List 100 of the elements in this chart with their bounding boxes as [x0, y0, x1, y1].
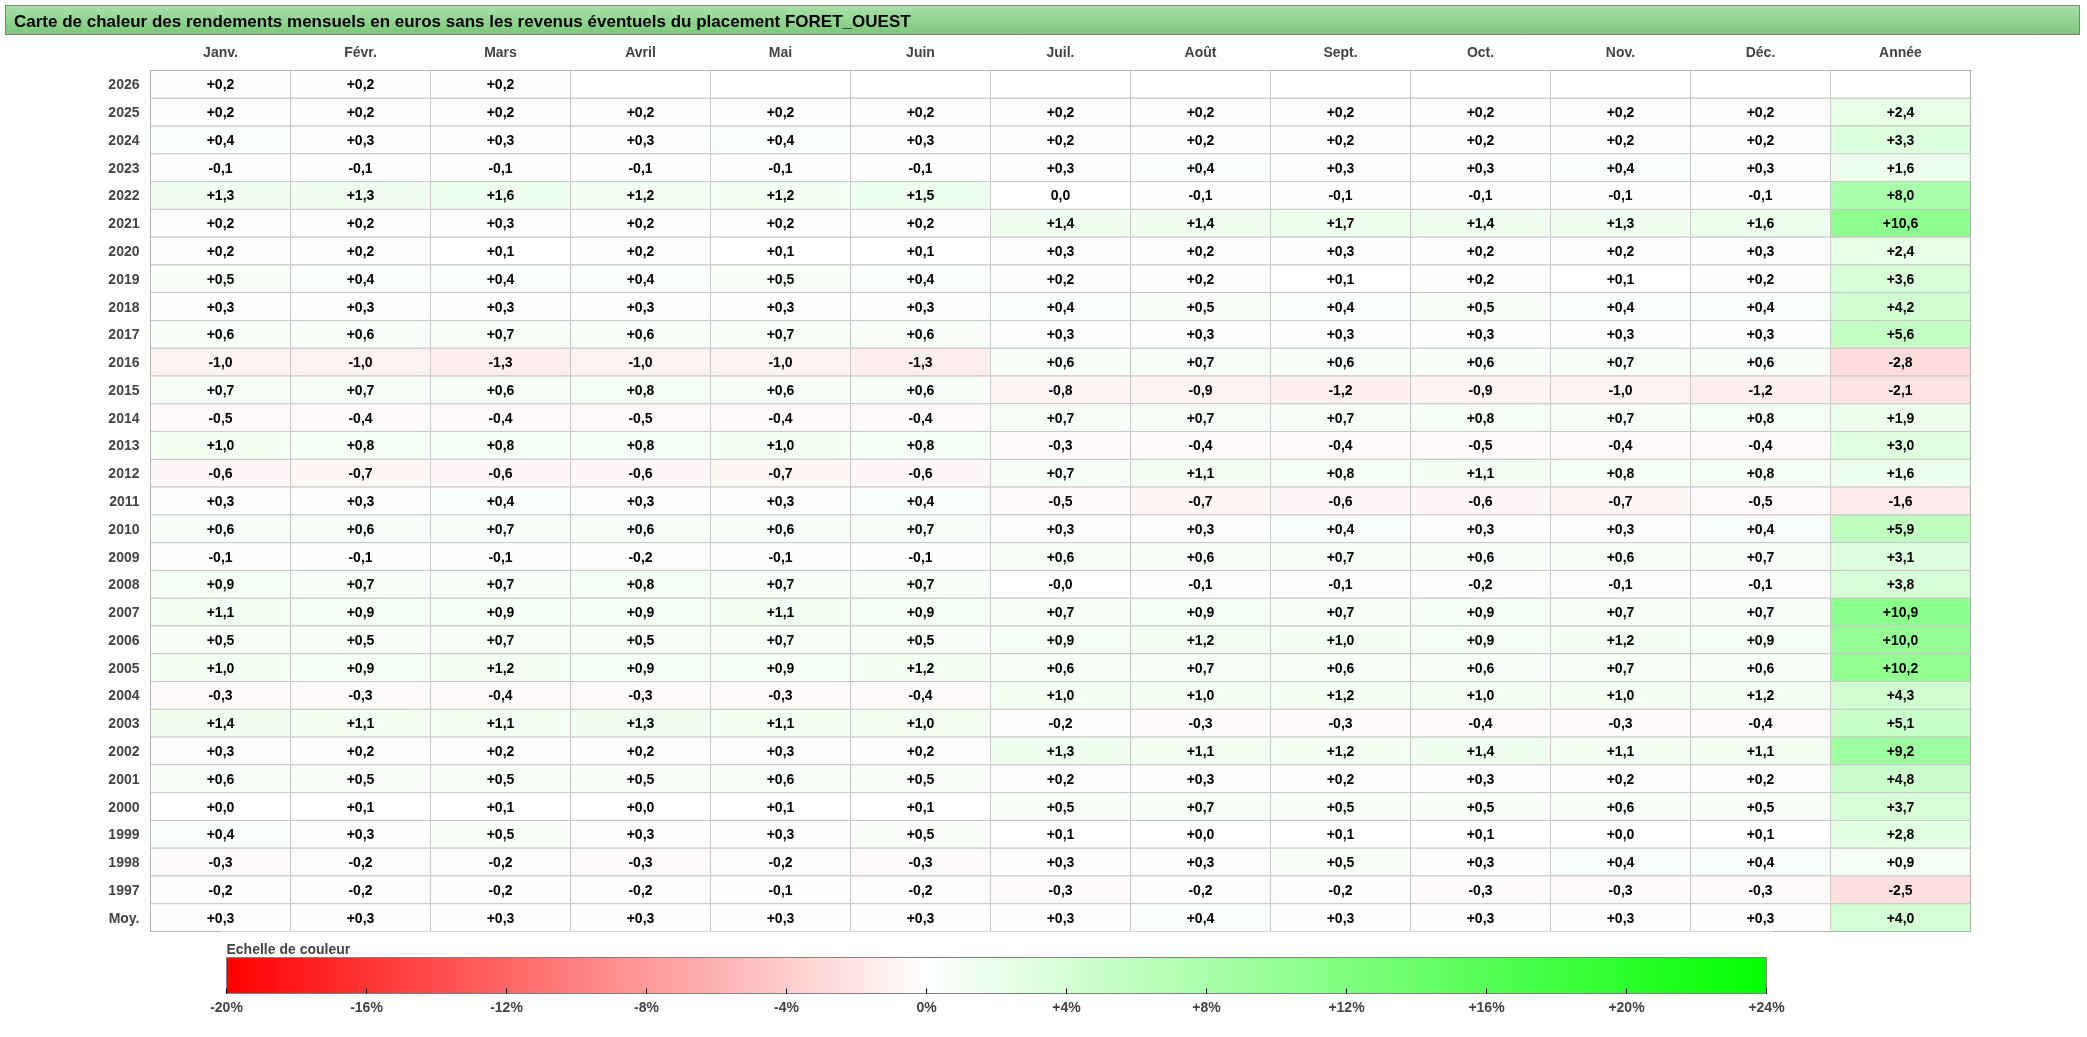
data-label: 0,0: [1050, 187, 1071, 204]
data-label: +0,0: [1186, 826, 1215, 843]
data-label: +0,2: [626, 243, 655, 260]
data-label: +1,1: [486, 715, 515, 732]
data-label: -0,3: [1748, 881, 1773, 898]
data-label: -0,1: [628, 159, 653, 176]
data-label: +0,5: [486, 770, 515, 787]
y-tick-label: 2000: [108, 798, 140, 815]
data-label: +0,2: [346, 215, 375, 232]
data-label: -2,8: [1888, 354, 1913, 371]
data-label: +0,2: [1606, 104, 1635, 121]
data-label: +0,3: [206, 493, 235, 509]
y-tick-label: 2026: [108, 76, 140, 93]
data-label: +3,7: [1886, 798, 1915, 815]
data-label: +0,3: [486, 298, 515, 315]
data-label: +0,2: [1606, 243, 1635, 260]
data-label: +0,2: [486, 104, 515, 121]
data-label: -0,9: [1468, 381, 1493, 398]
data-label: +0,8: [1606, 465, 1635, 482]
data-label: -0,2: [908, 881, 933, 898]
data-label: +0,9: [1746, 631, 1775, 648]
data-label: +0,6: [1466, 354, 1495, 371]
data-label: +0,5: [206, 631, 235, 648]
data-label: +4,0: [1886, 909, 1915, 926]
data-label: -0,1: [348, 548, 373, 565]
data-label: +0,9: [906, 604, 935, 621]
y-tick-label: 2008: [108, 576, 140, 593]
data-label: -0,6: [908, 465, 933, 482]
data-label: +0,4: [1186, 909, 1215, 926]
y-tick-label: 2005: [108, 659, 140, 676]
data-label: +0,3: [1046, 159, 1075, 176]
data-label: +0,9: [1466, 604, 1495, 621]
data-label: -0,2: [348, 854, 373, 871]
data-label: +0,2: [1746, 131, 1775, 148]
y-tick-label: 2014: [108, 409, 140, 426]
data-label: +0,4: [1746, 520, 1775, 537]
data-label: +0,2: [206, 76, 235, 93]
data-label: +0,2: [906, 742, 935, 759]
color-bar-label: +12%: [1328, 998, 1366, 1015]
y-tick-label: 1997: [108, 881, 140, 898]
data-label: +0,1: [906, 243, 935, 260]
data-label: +0,6: [1606, 548, 1635, 565]
data-label: +3,6: [1886, 270, 1915, 287]
data-label: +0,6: [906, 381, 935, 398]
y-tick-label: 2001: [108, 770, 140, 787]
data-label: +1,1: [1746, 742, 1775, 759]
data-label: +0,4: [906, 493, 935, 509]
data-label: -0,7: [1608, 493, 1633, 509]
data-label: -0,3: [1188, 715, 1213, 732]
data-label: +0,5: [1326, 854, 1355, 871]
data-label: +0,1: [1046, 826, 1075, 843]
data-label: +3,3: [1886, 131, 1915, 148]
data-label: +1,2: [1326, 687, 1355, 704]
data-label: +0,2: [766, 215, 795, 232]
data-label: +0,3: [1606, 909, 1635, 926]
data-label: -0,1: [768, 881, 793, 898]
data-label: +0,2: [346, 104, 375, 121]
data-label: +0,2: [1326, 770, 1355, 787]
data-label: -0,7: [1188, 493, 1213, 509]
data-label: +0,4: [486, 270, 515, 287]
data-label: +1,1: [1186, 465, 1215, 482]
data-label: +0,5: [486, 826, 515, 843]
data-label: +0,2: [1466, 131, 1495, 148]
data-label: -0,6: [628, 465, 653, 482]
data-label: +0,3: [1746, 326, 1775, 343]
x-tick-label: Juin: [906, 43, 935, 60]
data-label: +1,6: [1746, 215, 1775, 232]
y-tick-label: 2025: [108, 104, 140, 121]
data-label: +2,4: [1886, 243, 1915, 260]
color-bar-label: -8%: [634, 998, 660, 1015]
data-label: -0,8: [1048, 381, 1073, 398]
data-label: +1,1: [1466, 465, 1495, 482]
data-label: +0,4: [1326, 520, 1355, 537]
data-label: -0,1: [348, 159, 373, 176]
data-label: +1,1: [766, 715, 795, 732]
data-label: +0,7: [206, 381, 235, 398]
data-label: -0,3: [208, 687, 233, 704]
x-tick-label: Juil.: [1046, 43, 1075, 60]
data-label: -0,5: [1748, 493, 1773, 509]
x-tick-label: Févr.: [344, 43, 377, 60]
data-label: +0,3: [1746, 243, 1775, 260]
color-bar-label: -4%: [774, 998, 800, 1015]
data-label: -2,5: [1888, 881, 1913, 898]
y-tick-label: 2010: [108, 520, 140, 537]
data-label: +0,3: [626, 493, 655, 509]
data-label: +0,2: [1326, 131, 1355, 148]
data-label: +0,3: [1746, 159, 1775, 176]
data-label: +1,0: [1326, 631, 1355, 648]
data-label: +1,1: [1606, 742, 1635, 759]
data-label: +0,3: [486, 131, 515, 148]
data-label: +1,0: [1606, 687, 1635, 704]
data-label: +1,3: [1606, 215, 1635, 232]
data-label: +0,2: [626, 742, 655, 759]
data-label: +0,4: [346, 270, 375, 287]
data-label: +1,2: [1746, 687, 1775, 704]
data-label: +0,1: [766, 798, 795, 815]
data-label: +1,2: [766, 187, 795, 204]
data-label: +0,3: [206, 909, 235, 926]
data-label: -1,3: [488, 354, 513, 371]
data-label: +1,4: [1466, 742, 1495, 759]
